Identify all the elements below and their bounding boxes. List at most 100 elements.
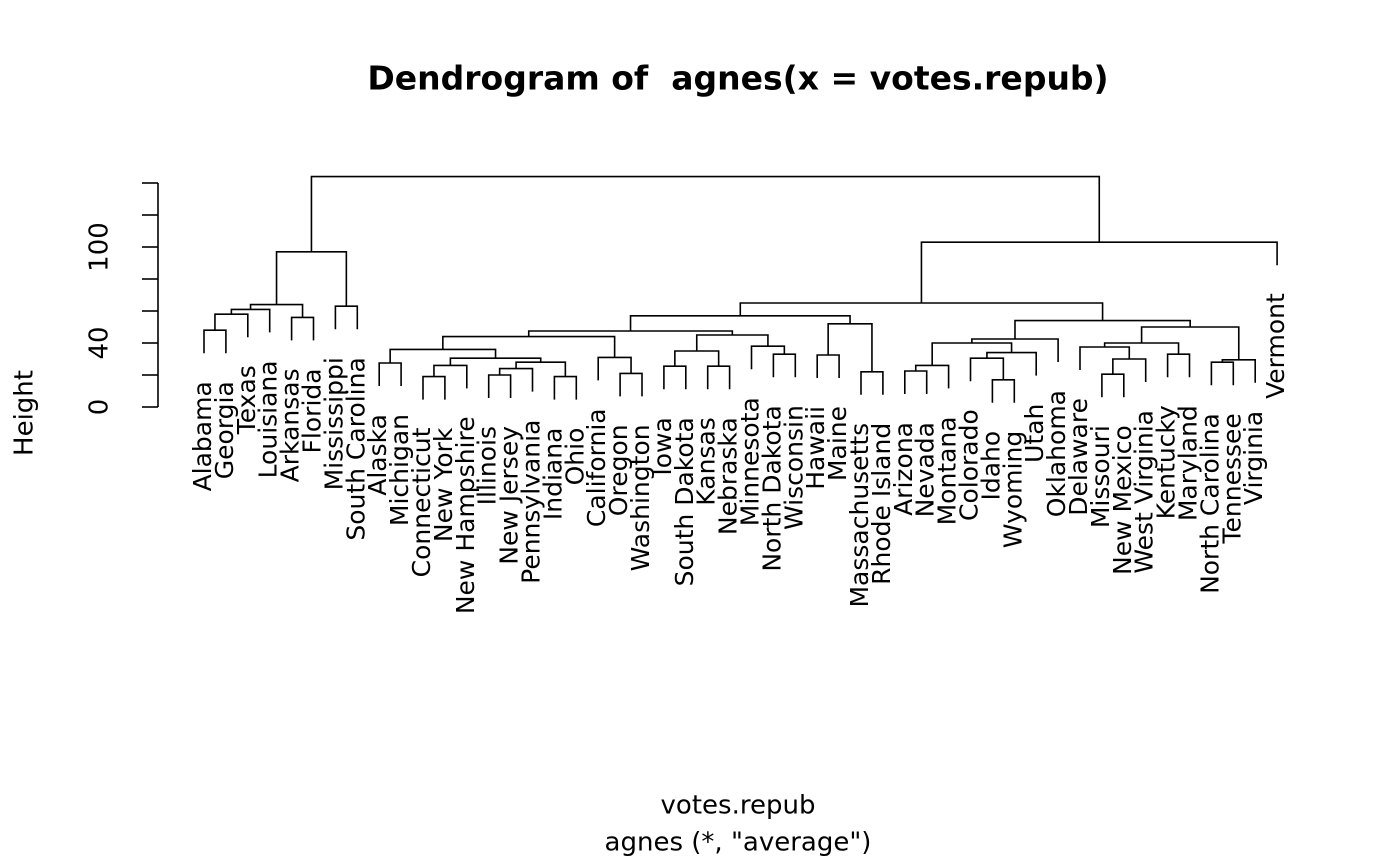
- leaf-label: Florida: [298, 368, 327, 453]
- merge: [310, 175, 1101, 252]
- merge: [816, 354, 840, 378]
- merge: [674, 350, 720, 367]
- leaf-label: Indiana: [538, 428, 567, 521]
- merge: [931, 342, 1013, 366]
- leaf-label: New Jersey: [495, 426, 524, 565]
- leaf-label: Pennsylvania: [517, 420, 546, 584]
- y-tick-label: 100: [85, 222, 115, 272]
- leaf-label: Ohio: [560, 428, 589, 486]
- merge: [706, 365, 731, 390]
- leaf-label: Alabama: [188, 381, 217, 491]
- merge: [487, 374, 512, 398]
- leaf-label: Louisiana: [254, 360, 283, 478]
- leaf-label: Maine: [823, 406, 852, 481]
- merge: [750, 345, 786, 370]
- merge: [389, 348, 497, 363]
- leaf-label: Mississippi: [319, 357, 348, 490]
- leaf-label: North Carolina: [1195, 413, 1224, 594]
- leaf-label: South Dakota: [670, 417, 699, 586]
- merge: [597, 356, 632, 381]
- merge: [772, 353, 797, 378]
- leaf-label: Wyoming: [998, 431, 1027, 548]
- leaf-label: North Dakota: [757, 405, 786, 571]
- leaf-label: Rhode Island: [867, 423, 896, 585]
- leaf-label: Colorado: [955, 409, 984, 521]
- leaf-label: Virginia: [1239, 411, 1268, 505]
- merge: [1221, 359, 1256, 383]
- merge: [334, 305, 359, 330]
- merge: [860, 371, 884, 395]
- leaf-label: Montana: [933, 416, 962, 525]
- merge: [619, 372, 643, 397]
- merge: [203, 329, 227, 354]
- leaf-label: Nebraska: [714, 417, 743, 535]
- leaf-label: South Carolina: [341, 357, 370, 540]
- leaf-label: Iowa: [648, 417, 677, 475]
- leaf-label: Maryland: [1174, 405, 1203, 521]
- merge: [249, 303, 304, 318]
- merge: [629, 315, 851, 331]
- merge: [986, 351, 1037, 376]
- merge: [1101, 373, 1125, 398]
- leaf-label: Oregon: [604, 424, 633, 516]
- merge: [378, 362, 402, 386]
- leaf-label: Washington: [626, 424, 655, 571]
- leaf-label: West Virginia: [1130, 410, 1159, 574]
- leaf-label: Idaho: [976, 431, 1005, 501]
- y-tick-label: 40: [85, 326, 115, 359]
- merge: [1112, 358, 1147, 382]
- leaf-label: Massachusetts: [845, 423, 874, 608]
- merge: [515, 361, 567, 377]
- y-tick-label: 0: [85, 399, 115, 416]
- leaf-label: Wisconsin: [779, 405, 808, 530]
- merge: [663, 365, 687, 390]
- merge: [1210, 361, 1235, 386]
- merge: [230, 308, 271, 333]
- leaf-label: Kentucky: [1152, 405, 1181, 519]
- merge: [275, 251, 348, 307]
- leaf-label: Arkansas: [276, 368, 305, 482]
- leaf-label: Illinois: [473, 426, 502, 505]
- merge: [920, 241, 1278, 303]
- merge: [442, 335, 616, 358]
- leaf-label: Alaska: [363, 414, 392, 496]
- leaf-label: New Mexico: [1108, 425, 1137, 575]
- y-axis-label: Height: [10, 370, 40, 456]
- leaf-label: Utah: [1020, 404, 1049, 463]
- leaf-label: Arizona: [889, 422, 918, 516]
- leaf-label: Vermont: [1261, 293, 1290, 399]
- leaf-label: California: [582, 408, 611, 527]
- leaf-label: Georgia: [210, 381, 239, 479]
- merge: [914, 364, 950, 389]
- leaf-label: Michigan: [385, 414, 414, 526]
- merge: [214, 313, 249, 338]
- merge: [1103, 342, 1180, 355]
- merge: [827, 323, 873, 372]
- x-axis-label: votes.repub: [661, 791, 816, 821]
- leaf-label: Tennessee: [1217, 413, 1246, 544]
- leaf-label: New Hampshire: [451, 416, 480, 614]
- merge: [969, 357, 1005, 382]
- merge: [290, 316, 315, 341]
- leaf-label: Missouri: [1086, 425, 1115, 528]
- merge: [1014, 319, 1191, 339]
- leaf-label: Oklahoma: [1042, 390, 1071, 517]
- merge: [422, 375, 446, 400]
- merge: [739, 302, 1104, 321]
- merge: [904, 370, 928, 394]
- merge: [553, 375, 578, 400]
- leaf-label: Minnesota: [736, 397, 765, 526]
- chart-title: Dendrogram of agnes(x = votes.repub): [367, 59, 1108, 98]
- leaf-label: Hawaii: [801, 406, 830, 490]
- leaf-label: Texas: [232, 365, 261, 435]
- subtitle: agnes (*, "average"): [605, 828, 872, 858]
- merge: [991, 379, 1016, 403]
- leaf-label: Delaware: [1064, 398, 1093, 516]
- merge: [498, 367, 534, 392]
- merge: [1166, 353, 1191, 378]
- leaf-label: Connecticut: [407, 427, 436, 577]
- leaf-label: Kansas: [692, 417, 721, 506]
- leaf-label: New York: [429, 427, 458, 542]
